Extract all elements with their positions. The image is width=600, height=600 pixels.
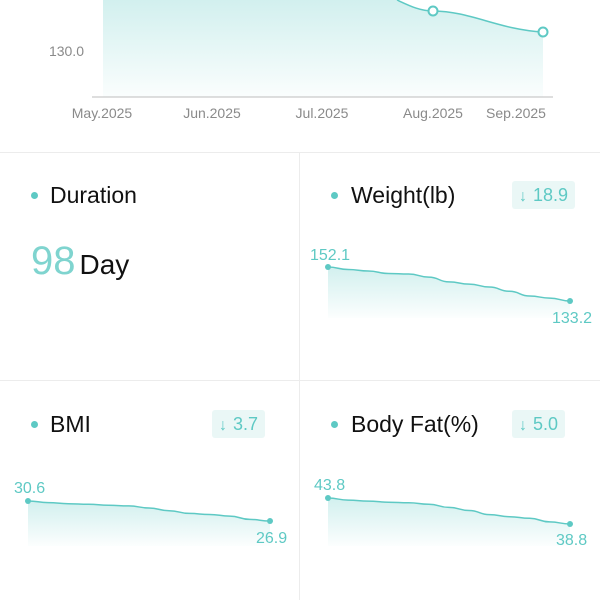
sparkline-end-label: 133.2 — [552, 310, 592, 327]
duration-number: 98 — [31, 239, 76, 283]
sparkline-start-point — [25, 498, 31, 504]
weight-change-badge: ↓ 18.9 — [512, 181, 576, 209]
x-tick-label: Jul.2025 — [296, 105, 349, 121]
sparkline-end-label: 26.9 — [256, 530, 287, 547]
bmi-sparkline: 30.6 26.9 — [14, 480, 287, 547]
section-divider — [0, 380, 600, 381]
x-tick-label: May.2025 — [72, 105, 133, 121]
trend-point[interactable] — [427, 5, 439, 17]
bullet-dot-icon — [31, 421, 38, 428]
weight-trend-svg: 130.0 May.2025 Jun.2025 Jul.2025 Aug.202… — [49, 0, 553, 121]
weight-trend-chart: 130.0 May.2025 Jun.2025 Jul.2025 Aug.202… — [0, 0, 600, 152]
bullet-dot-icon — [31, 192, 38, 199]
bmi-change-value: 3.7 — [233, 414, 259, 434]
body-fat-change-value: 5.0 — [533, 414, 559, 434]
arrow-down-icon: ↓ — [519, 188, 527, 205]
duration-value: 98 Day — [31, 239, 129, 284]
sparkline-start-point — [325, 495, 331, 501]
weight-card[interactable]: Weight(lb) ↓ 18.9 152.1 133.2 — [300, 153, 600, 380]
weight-title: Weight(lb) — [351, 182, 456, 208]
sparkline-end-label: 38.8 — [556, 532, 587, 549]
x-tick-label: Aug.2025 — [403, 105, 463, 121]
body-fat-sparkline: 43.8 38.8 — [314, 477, 587, 549]
duration-unit: Day — [79, 249, 130, 280]
duration-title: Duration — [50, 182, 137, 208]
sparkline-line — [27, 500, 271, 522]
sparkline-start-label: 43.8 — [314, 477, 345, 494]
bullet-dot-icon — [331, 421, 338, 428]
sparkline-start-label: 30.6 — [14, 480, 45, 497]
sparkline-start-point — [325, 264, 331, 270]
section-divider — [0, 152, 600, 153]
weight-sparkline: 152.1 133.2 — [310, 247, 592, 327]
sparkline-area — [328, 267, 570, 318]
arrow-down-icon: ↓ — [519, 417, 527, 434]
sparkline-start-label: 152.1 — [310, 247, 350, 264]
arrow-down-icon: ↓ — [219, 417, 227, 434]
weight-change-value: 18.9 — [533, 185, 569, 205]
duration-card[interactable]: Duration 98 Day — [0, 153, 299, 380]
column-divider — [299, 152, 300, 600]
x-tick-label: Sep.2025 — [486, 105, 546, 121]
bmi-card[interactable]: BMI ↓ 3.7 30.6 26.9 — [0, 381, 299, 600]
sparkline-end-point — [567, 521, 573, 527]
trend-point[interactable] — [537, 26, 549, 38]
bullet-dot-icon — [331, 192, 338, 199]
sparkline-area — [28, 501, 270, 546]
sparkline-line — [327, 266, 571, 302]
bmi-title: BMI — [50, 411, 91, 437]
sparkline-end-point — [567, 298, 573, 304]
body-fat-title: Body Fat(%) — [351, 411, 479, 437]
body-fat-change-badge: ↓ 5.0 — [512, 410, 566, 438]
x-tick-label: Jun.2025 — [183, 105, 241, 121]
trend-area — [103, 0, 543, 97]
body-fat-card[interactable]: Body Fat(%) ↓ 5.0 43.8 38.8 — [300, 381, 600, 600]
sparkline-end-point — [267, 518, 273, 524]
y-tick-label: 130.0 — [49, 43, 84, 59]
sparkline-area — [328, 498, 570, 546]
sparkline-line — [327, 497, 571, 525]
bmi-change-badge: ↓ 3.7 — [212, 410, 266, 438]
